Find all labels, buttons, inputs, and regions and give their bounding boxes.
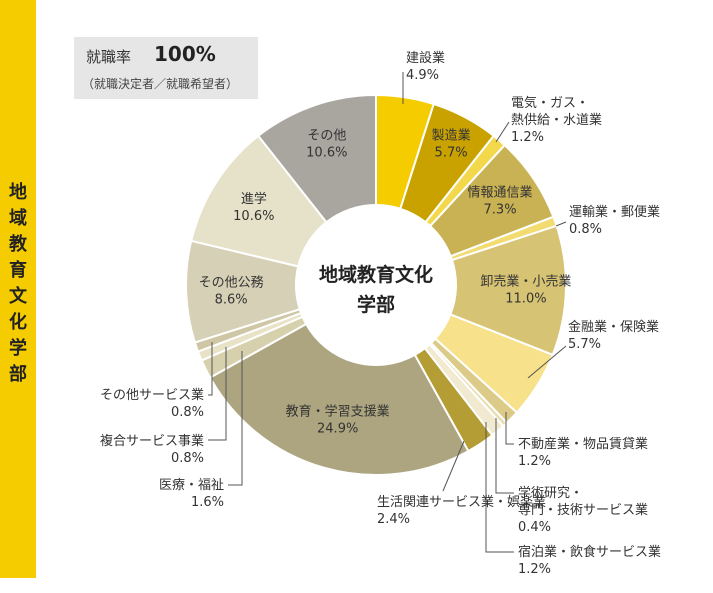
center-title: 地域教育文化学部 [319, 263, 433, 316]
donut-hole [297, 206, 455, 364]
slice-label: 情報通信業 7.3% [468, 185, 533, 218]
department-title-char: 学 [9, 338, 27, 359]
employment-rate-box: 就職率 100% （就職決定者／就職希望者） [74, 37, 258, 99]
slice-label: 建設業 4.9% [406, 50, 445, 83]
employment-rate-note: （就職決定者／就職希望者） [82, 77, 239, 91]
leader-line [442, 440, 465, 492]
leader-line [228, 351, 243, 486]
department-title-char: 地 [9, 182, 27, 203]
department-title-char: 育 [9, 260, 27, 281]
employment-rate-label: 就職率 [86, 48, 132, 66]
leader-line [208, 347, 227, 441]
leader-line [208, 342, 213, 396]
leader-line [495, 418, 514, 494]
employment-rate-value: 100% [154, 42, 216, 66]
slice-label: 運輸業・郵便業 0.8% [569, 204, 660, 237]
pie-slice [256, 93, 377, 224]
slice-label: 進学 10.6% [233, 191, 274, 224]
department-vertical-title: 地域教育文化学部 [0, 180, 36, 388]
slice-label: その他 10.6% [306, 128, 347, 160]
slice-label: 電気・ガス・熱供給・水道業 1.2% [511, 95, 602, 145]
slice-label: その他サービス業 0.8% [100, 387, 204, 420]
slice-label: 宿泊業・飲食サービス業 1.2% [518, 544, 661, 577]
leader-line [527, 345, 567, 379]
slice-label: 教育・学習支援業 24.9% [286, 404, 390, 437]
slice-label: 製造業 5.7% [432, 128, 471, 161]
leader-line [495, 121, 510, 143]
slice-label: 卸売業・小売業 11.0% [480, 273, 571, 306]
slice-label: 医療・福祉 1.6% [159, 478, 224, 510]
slice-label: その他公務 8.6% [199, 275, 264, 307]
department-title-char: 教 [9, 234, 27, 255]
slice-label: 生活関連サービス業・娯楽業 2.4% [377, 494, 546, 527]
leader-line [485, 422, 514, 553]
slice-label: 複合サービス事業 0.8% [100, 433, 204, 466]
slice-label: 金融業・保険業 5.7% [568, 319, 659, 352]
department-title-char: 化 [9, 312, 27, 333]
leader-line [555, 221, 567, 227]
department-title-char: 域 [9, 208, 27, 229]
slice-label: 学術研究・専門・技術サービス業 0.4% [518, 485, 648, 535]
leader-line [505, 412, 514, 445]
side-accent-bar [0, 0, 36, 578]
department-title-char: 文 [9, 286, 27, 307]
slice-label: 不動産業・物品賃貸業 1.2% [518, 436, 648, 469]
department-title-char: 部 [9, 364, 27, 385]
